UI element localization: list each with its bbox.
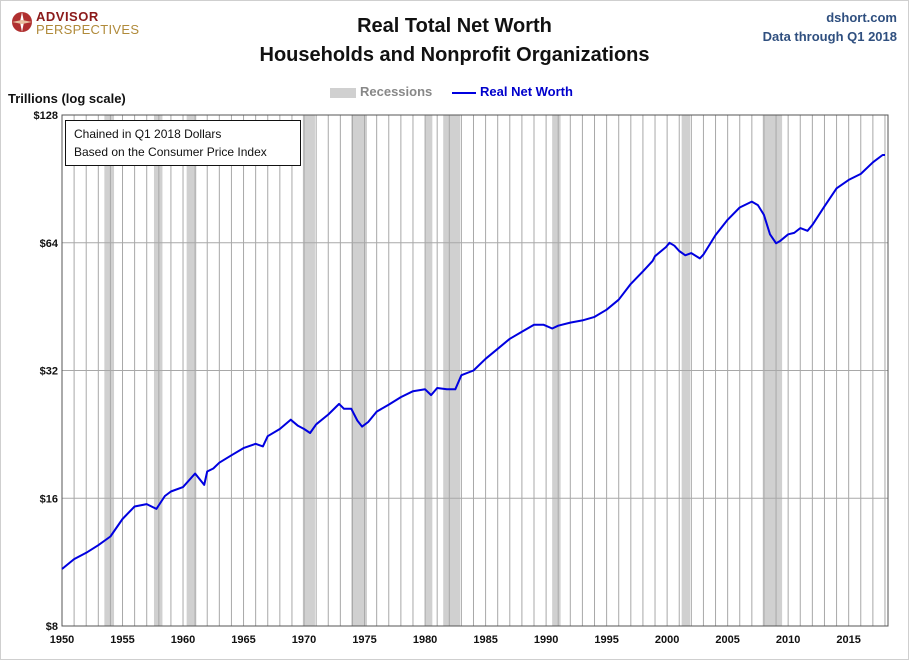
x-tick-label: 2000 (655, 634, 679, 646)
logo-line1: ADVISOR (36, 9, 99, 24)
annotation-line1: Chained in Q1 2018 Dollars (74, 127, 222, 141)
x-tick-label: 1990 (534, 634, 558, 646)
y-tick-label: $32 (40, 366, 58, 378)
annotation-line2: Based on the Consumer Price Index (74, 145, 267, 159)
plot-border (61, 114, 889, 627)
advisor-perspectives-logo: ADVISOR PERSPECTIVES (10, 8, 140, 38)
legend-recession-swatch (330, 88, 356, 98)
x-tick-label: 1980 (413, 634, 437, 646)
series-group (61, 154, 885, 570)
x-tick-label: 1995 (594, 634, 618, 646)
series-line-real-net-worth (61, 154, 885, 570)
title-line1: Real Total Net Worth (357, 15, 552, 37)
title-line2: Households and Nonprofit Organizations (259, 44, 650, 66)
data-through: Data through Q1 2018 (762, 29, 897, 44)
x-tick-label: 1985 (473, 634, 497, 646)
x-tick-label: 2005 (715, 634, 739, 646)
y-tick-label: $16 (40, 493, 58, 505)
y-tick-label: $128 (34, 110, 58, 122)
y-tick-label: $64 (40, 238, 59, 250)
x-tick-labels: 1950 1955 1960 1965 1970 1975 1980 1985 1990 1995… (50, 634, 861, 646)
y-axis-label: Trillions (log scale) (8, 91, 126, 106)
y-tick-label: $8 (46, 621, 58, 633)
x-tick-label: 2015 (836, 634, 860, 646)
logo-line2: PERSPECTIVES (36, 22, 140, 37)
x-tick-label: 1965 (231, 634, 255, 646)
chart-title: Real Total Net Worth Households and Nonp… (0, 12, 909, 70)
x-tick-label: 2010 (776, 634, 800, 646)
compass-icon (12, 12, 32, 32)
x-tick-label: 1975 (352, 634, 376, 646)
legend-recession-label: Recessions (360, 84, 433, 99)
source-site: dshort.com (826, 10, 897, 25)
x-tick-label: 1960 (171, 634, 195, 646)
x-tick-label: 1970 (292, 634, 316, 646)
x-tick-label: 1955 (110, 634, 134, 646)
annotation-box: Chained in Q1 2018 Dollars Based on the … (65, 120, 301, 166)
legend-series-swatch (452, 92, 476, 94)
y-tick-labels: $8 $16 $32 $64 $128 (34, 110, 59, 633)
source-block: dshort.com Data through Q1 2018 (763, 8, 897, 46)
legend-series-label: Real Net Worth (480, 84, 573, 99)
x-tick-label: 1950 (50, 634, 74, 646)
